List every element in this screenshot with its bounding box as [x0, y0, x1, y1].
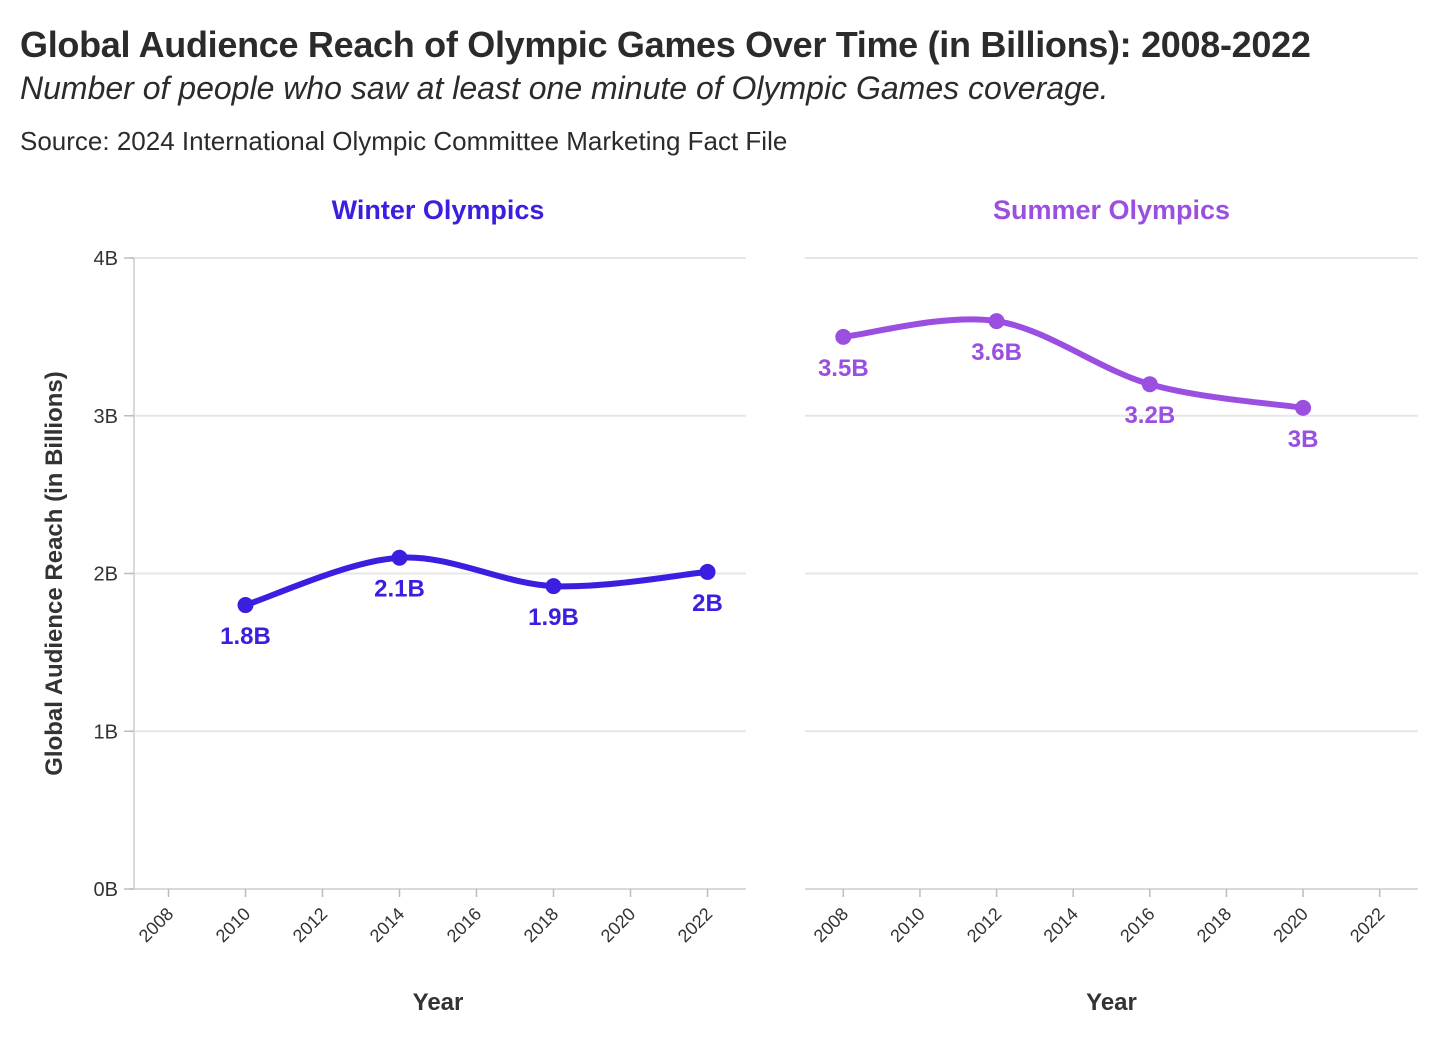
panel-2-data-label: 3B — [1288, 426, 1319, 453]
panel-1-title: Winter Olympics — [332, 195, 545, 225]
panel-2-x-tick-label: 2016 — [1116, 904, 1158, 946]
panel-2-series-line — [840, 316, 1307, 411]
panel-1-data-point — [699, 563, 716, 580]
panel-1-data-point — [237, 597, 254, 614]
panel-2-x-tick-label: 2010 — [886, 904, 928, 946]
y-tick-label: 2B — [94, 564, 118, 586]
panel-1-data-label: 2B — [692, 590, 723, 617]
panel-1-data-label: 1.8B — [220, 623, 271, 650]
y-axis-title: Global Audience Reach (in Billions) — [41, 371, 68, 776]
panel-2-x-tick-label: 2012 — [963, 904, 1005, 946]
panel-1-x-tick-label: 2018 — [520, 904, 562, 946]
panel-2-data-label: 3.6B — [971, 339, 1022, 366]
panel-1-data-point — [391, 549, 408, 566]
panel-2-x-tick-label: 2014 — [1040, 904, 1082, 946]
panel-2-x-tick-label: 2018 — [1193, 904, 1235, 946]
panel-1-x-tick-label: 2012 — [289, 904, 331, 946]
panel-2-data-point — [1141, 376, 1158, 393]
panel-2-title: Summer Olympics — [993, 195, 1230, 225]
panel-1-series-line — [242, 554, 711, 609]
panel-1-x-tick-label: 2022 — [674, 904, 716, 946]
panel-1-x-tick-label: 2010 — [212, 904, 254, 946]
chart-source: Source: 2024 International Olympic Commi… — [20, 126, 788, 156]
panel-2-data-point — [835, 328, 852, 345]
panel-2-x-tick-label: 2020 — [1269, 904, 1311, 946]
panel-2-data-label: 3.5B — [818, 355, 869, 382]
panel-1-data-label: 1.9B — [528, 604, 579, 631]
panel-2-x-tick-label: 2022 — [1346, 904, 1388, 946]
y-tick-label: 0B — [94, 879, 118, 901]
y-tick-label: 1B — [94, 721, 118, 743]
y-tick-label: 4B — [94, 248, 118, 270]
panel-1-x-tick-label: 2016 — [443, 904, 485, 946]
panel-1-x-axis-title: Year — [413, 989, 464, 1016]
panel-2-data-point — [1295, 399, 1312, 416]
chart-subtitle: Number of people who saw at least one mi… — [20, 70, 1109, 106]
panel-1-data-label: 2.1B — [374, 576, 425, 603]
chart-title: Global Audience Reach of Olympic Games O… — [20, 24, 1311, 65]
panel-1-data-point — [545, 578, 562, 595]
panel-1-x-tick-label: 2020 — [597, 904, 639, 946]
panel-1-x-tick-label: 2014 — [366, 904, 408, 946]
panel-2-x-tick-label: 2008 — [810, 904, 852, 946]
panel-2-data-label: 3.2B — [1124, 402, 1175, 429]
y-tick-label: 3B — [94, 406, 118, 428]
panel-2-data-point — [988, 313, 1005, 330]
panel-2-x-axis-title: Year — [1086, 989, 1137, 1016]
panel-1-x-tick-label: 2008 — [135, 904, 177, 946]
